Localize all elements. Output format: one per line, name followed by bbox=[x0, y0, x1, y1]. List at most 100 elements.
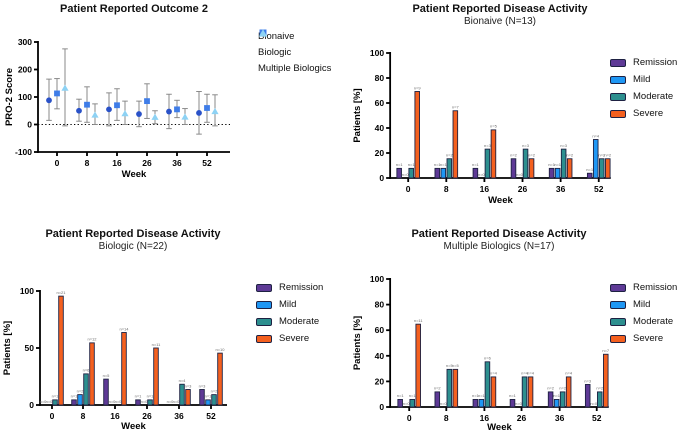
series-remission: n=1n=2n=1 n=1n=2n=3 bbox=[397, 378, 592, 408]
bar bbox=[446, 368, 453, 408]
svg-text:36: 36 bbox=[556, 184, 566, 194]
bar bbox=[490, 129, 497, 179]
pro2-scatter-chart: 300 200 100 0 -100 0 8 16 26 36 52 Week PRO-2 Score bbox=[4, 37, 230, 180]
data-point bbox=[106, 106, 112, 113]
bar bbox=[153, 347, 159, 406]
svg-text:80: 80 bbox=[375, 300, 385, 310]
bar-count-label: n=0 bbox=[440, 401, 448, 406]
series-severe: n=21 n=12 n=14 n=11 n=3 n=10 bbox=[56, 290, 225, 406]
svg-text:60: 60 bbox=[375, 325, 385, 335]
bar bbox=[509, 398, 516, 408]
bar-count-label: n=6 bbox=[484, 356, 492, 361]
bar-count-label: n=1 bbox=[147, 394, 155, 399]
series-moderate: n=1 n=2 n=3 n=3 n=3 n=2 bbox=[408, 143, 606, 179]
bar-count-label: n=0 bbox=[109, 399, 117, 404]
bar-count-label: n=1 bbox=[52, 394, 60, 399]
multiple-biologics-bar-chart: 0 20 40 60 80 100 0 8 16 26 36 52 Week Patients [%] n=… bbox=[352, 274, 610, 433]
svg-text:40: 40 bbox=[375, 123, 385, 133]
bar-count-label: n=5 bbox=[446, 363, 454, 368]
bar-count-label: n=21 bbox=[56, 290, 66, 295]
data-point bbox=[174, 106, 180, 113]
legend-item-severe: Severe bbox=[610, 330, 677, 347]
severe-swatch-icon bbox=[610, 334, 626, 343]
bar-count-label: n=11 bbox=[152, 342, 161, 347]
bar bbox=[603, 353, 609, 408]
bionaive-legend: Remission Mild Moderate Severe bbox=[610, 54, 677, 122]
moderate-swatch-icon bbox=[610, 92, 626, 101]
bar-count-label: n=4 bbox=[592, 133, 600, 138]
svg-text:Patients [%]: Patients [%] bbox=[352, 316, 363, 370]
bar-count-label: n=4 bbox=[565, 371, 573, 376]
bar-count-label: n=4 bbox=[521, 371, 529, 376]
bar bbox=[415, 323, 421, 408]
svg-text:100: 100 bbox=[370, 48, 384, 58]
bar bbox=[598, 158, 605, 179]
series-remission: n=1 n=1 n=1n=2n=1n=1 bbox=[396, 153, 594, 179]
bar bbox=[205, 399, 211, 406]
data-point bbox=[61, 84, 69, 91]
bar-count-label: n=2 bbox=[510, 153, 518, 158]
svg-text:100: 100 bbox=[20, 286, 34, 296]
bar bbox=[185, 389, 191, 406]
bar-count-label: n=2 bbox=[596, 386, 604, 391]
bar-count-label: n=5 bbox=[452, 363, 460, 368]
bar-count-label: n=2 bbox=[559, 386, 567, 391]
svg-text:26: 26 bbox=[142, 411, 152, 421]
svg-text:Patients [%]: Patients [%] bbox=[2, 321, 13, 375]
bar-count-label: n=2 bbox=[77, 388, 85, 393]
svg-text:40: 40 bbox=[375, 351, 385, 361]
data-point bbox=[84, 101, 90, 108]
bar-count-label: n=1 bbox=[586, 167, 594, 172]
legend-label: Severe bbox=[279, 333, 310, 344]
bar-count-label: n=1 bbox=[509, 393, 517, 398]
bar bbox=[527, 376, 534, 408]
bar-count-label: n=2 bbox=[598, 153, 606, 158]
svg-text:52: 52 bbox=[594, 184, 604, 194]
legend-item-mild: Mild bbox=[610, 71, 677, 88]
bar-count-label: n=1 bbox=[440, 162, 448, 167]
svg-text:0: 0 bbox=[379, 173, 384, 183]
legend-item-remission: Remission bbox=[610, 54, 677, 71]
bar-count-label: n=1 bbox=[472, 393, 480, 398]
legend-item-remission: Remission bbox=[610, 279, 677, 296]
bar-count-label: n=1 bbox=[434, 162, 442, 167]
bar bbox=[566, 158, 573, 179]
svg-text:Week: Week bbox=[488, 195, 513, 206]
pro2-legend: Bionaive Biologic Multiple Biologics bbox=[258, 28, 331, 76]
svg-text:300: 300 bbox=[18, 37, 32, 47]
svg-text:0: 0 bbox=[406, 184, 411, 194]
bar bbox=[565, 376, 572, 408]
bar-count-label: n=1 bbox=[396, 162, 404, 167]
svg-text:0: 0 bbox=[29, 400, 34, 410]
bar-count-label: n=1 bbox=[553, 393, 561, 398]
data-point bbox=[136, 111, 142, 117]
bar bbox=[560, 148, 567, 179]
series-mild: n=0 n=1 n=0 n=0 n=1 n=4 bbox=[402, 133, 600, 179]
chart-title: Patient Reported Disease Activity bbox=[411, 228, 587, 240]
legend-label: Remission bbox=[633, 57, 678, 68]
svg-text:Week: Week bbox=[121, 421, 146, 432]
svg-text:0: 0 bbox=[407, 413, 412, 423]
svg-text:Week: Week bbox=[122, 169, 147, 180]
bar bbox=[77, 394, 83, 406]
bar bbox=[89, 342, 95, 406]
bar bbox=[484, 148, 491, 179]
series-moderate: n=1 n=5 n=6 n=4 n=2 n=2 bbox=[409, 356, 604, 408]
bar bbox=[452, 110, 459, 179]
bar bbox=[409, 398, 415, 408]
remission-swatch-icon bbox=[256, 283, 272, 292]
data-point bbox=[181, 113, 189, 120]
bar bbox=[434, 167, 441, 179]
bar-count-label: n=1 bbox=[548, 162, 556, 167]
legend-item-moderate: Moderate bbox=[610, 313, 677, 330]
bar bbox=[528, 158, 535, 179]
legend-item-multiple-biologics: Multiple Biologics bbox=[258, 29, 331, 76]
bar-count-label: n=2 bbox=[446, 153, 454, 158]
legend-label: Remission bbox=[279, 282, 324, 293]
bar-count-label: n=7 bbox=[602, 348, 610, 353]
bar bbox=[179, 383, 185, 406]
series-severe: n=11n=5n=4 n=4 n=4n=7 bbox=[414, 318, 610, 408]
legend-label: Bionaive bbox=[258, 30, 295, 42]
panel-disease-activity-bionaive: Patient Reported Disease Activity Bionai… bbox=[342, 0, 685, 220]
